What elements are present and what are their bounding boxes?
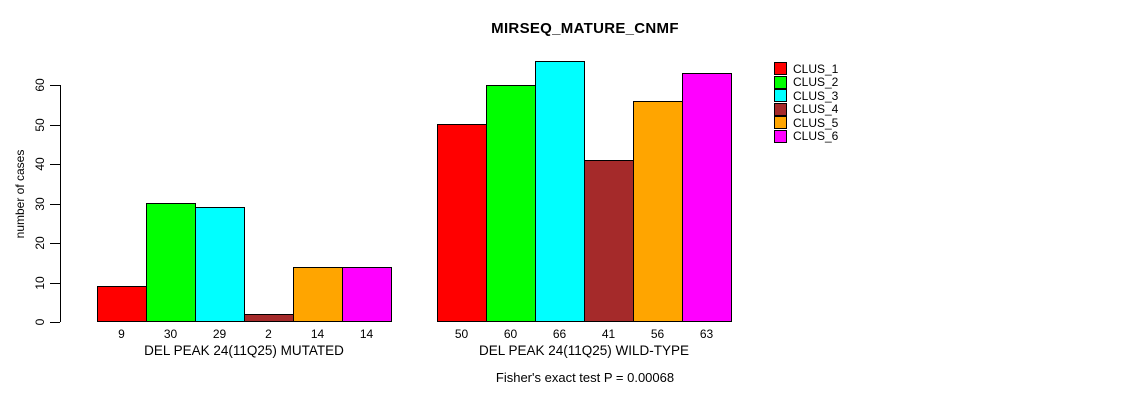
bar-clus_4 bbox=[244, 314, 294, 322]
legend-swatch-icon bbox=[774, 89, 787, 103]
legend-swatch-icon bbox=[774, 102, 787, 116]
bar-clus_1 bbox=[97, 286, 147, 322]
y-axis-tick bbox=[50, 322, 60, 323]
bar-value-label: 14 bbox=[359, 327, 374, 341]
y-axis-tick bbox=[50, 124, 60, 126]
y-axis-tick-label: 40 bbox=[33, 157, 47, 171]
legend-label: CLUS_1 bbox=[793, 61, 839, 76]
bar-value-label: 50 bbox=[454, 327, 469, 341]
legend-row: CLUS_1 bbox=[774, 62, 838, 76]
bar-value-label: 41 bbox=[601, 327, 616, 341]
y-axis-tick-label: 50 bbox=[33, 117, 47, 132]
bar-value-label: 60 bbox=[503, 327, 518, 341]
category-label: DEL PEAK 24(11Q25) WILD-TYPE bbox=[478, 343, 690, 358]
bar-clus_1 bbox=[437, 124, 487, 322]
legend: CLUS_1 CLUS_2 CLUS_3 CLUS_4 CLUS_5 CLUS_6 bbox=[774, 62, 838, 143]
chart-title: MIRSEQ_MATURE_CNMF bbox=[491, 20, 679, 37]
legend-swatch-icon bbox=[774, 62, 787, 76]
bar-clus_4 bbox=[584, 160, 634, 322]
legend-swatch-icon bbox=[774, 75, 787, 89]
category-label: DEL PEAK 24(11Q25) MUTATED bbox=[144, 343, 344, 358]
bar-clus_6 bbox=[342, 267, 392, 322]
legend-label: CLUS_2 bbox=[793, 75, 839, 90]
bar-clus_5 bbox=[293, 267, 343, 322]
bar-clus_2 bbox=[146, 203, 196, 322]
bar-value-label: 2 bbox=[265, 327, 272, 341]
bar-value-label: 29 bbox=[212, 327, 227, 341]
legend-swatch-icon bbox=[774, 116, 787, 130]
legend-label: CLUS_5 bbox=[793, 115, 839, 130]
legend-label: CLUS_4 bbox=[793, 102, 839, 117]
y-axis-label: number of cases bbox=[13, 149, 27, 239]
fisher-test-annotation: Fisher's exact test P = 0.00068 bbox=[495, 370, 675, 385]
legend-row: CLUS_3 bbox=[774, 89, 838, 103]
bar-clus_3 bbox=[195, 207, 245, 322]
y-axis-tick-label: 60 bbox=[33, 78, 47, 92]
legend-row: CLUS_6 bbox=[774, 129, 839, 144]
y-axis-line bbox=[60, 85, 61, 322]
y-axis-tick-label: 30 bbox=[33, 196, 47, 211]
legend-swatch-icon bbox=[774, 129, 787, 143]
legend-row: CLUS_2 bbox=[774, 75, 839, 90]
y-axis-tick bbox=[50, 85, 60, 86]
y-axis-tick bbox=[50, 282, 60, 284]
y-axis-tick-label: 20 bbox=[33, 236, 47, 250]
y-axis-tick-label: 10 bbox=[33, 275, 47, 290]
legend-label: CLUS_6 bbox=[793, 129, 839, 144]
y-axis-tick bbox=[50, 203, 60, 205]
bar-value-label: 30 bbox=[163, 327, 178, 341]
bar-value-label: 14 bbox=[310, 327, 325, 341]
bar-clus_3 bbox=[535, 61, 585, 322]
legend-row: CLUS_4 bbox=[774, 102, 839, 117]
bar-clus_6 bbox=[682, 73, 732, 322]
bar-value-label: 63 bbox=[699, 327, 714, 341]
bar-clus_5 bbox=[633, 101, 683, 322]
bar-value-label: 56 bbox=[650, 327, 665, 341]
bar-value-label: 9 bbox=[118, 327, 125, 341]
bar-value-label: 66 bbox=[552, 327, 567, 341]
y-axis-tick bbox=[50, 243, 60, 244]
legend-label: CLUS_3 bbox=[793, 88, 839, 103]
legend-row: CLUS_5 bbox=[774, 116, 838, 130]
y-axis-tick-label: 0 bbox=[33, 318, 47, 326]
bar-clus_2 bbox=[486, 85, 536, 322]
y-axis-tick bbox=[50, 164, 60, 165]
